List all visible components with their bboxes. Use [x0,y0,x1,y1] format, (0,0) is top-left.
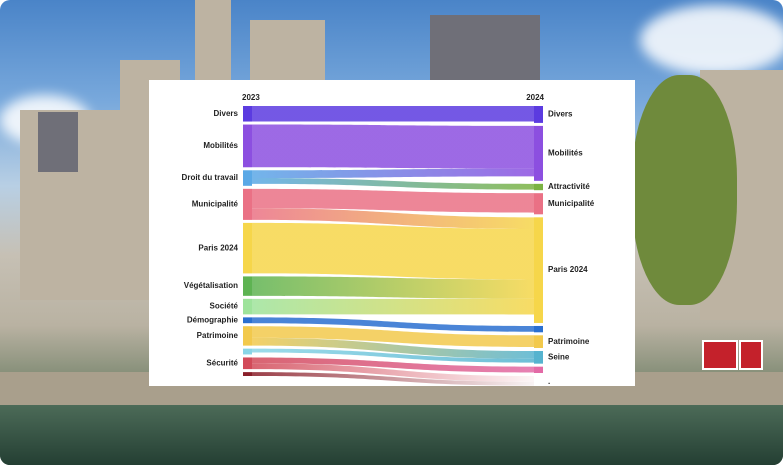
left-node [243,106,252,122]
right-node-label: Municipalité [548,199,595,208]
tree-right [632,75,737,305]
left-node [243,170,252,186]
left-node-label: Mobilités [203,141,238,150]
left-node [243,317,252,324]
right-node [534,217,543,323]
left-node [243,222,252,274]
right-node-label: Seine [548,352,570,361]
sankey-links [252,106,534,386]
sankey-link [252,208,534,229]
right-node-label: . [548,377,550,386]
right-node [534,183,543,191]
right-node-label: Divers [548,110,573,119]
river-water [0,405,783,465]
sankey-nodes [243,106,543,376]
sankey-chart-card: 2023 2024 Divers Mobilités Droit du travail M… [149,80,635,386]
sankey-chart: 2023 2024 Divers Mobilités Droit du travail M… [182,93,595,386]
left-node [243,124,252,168]
right-node-label: Patrimoine [548,337,590,346]
roof-right [430,15,540,85]
left-node-label: Végétalisation [184,281,238,290]
sankey-link [252,178,534,190]
right-node [534,106,543,123]
right-node [534,335,543,348]
sankey-link [252,188,534,213]
building-center [250,20,325,85]
left-node-label: Société [210,302,239,311]
roof-left [38,112,78,172]
sankey-link [252,124,534,169]
left-node-label: Divers [214,109,239,118]
cloud-shape [640,5,783,75]
central-tower [195,0,231,85]
sankey-link [252,372,534,386]
sankey-link [252,348,534,363]
sankey-link [252,222,534,280]
sankey-labels: 2023 2024 Divers Mobilités Droit du travail M… [182,93,595,386]
left-node-label: Patrimoine [197,331,239,340]
left-node [243,326,252,346]
left-node-label: Sécurité [206,358,238,367]
pause-sign-icon [739,340,763,370]
left-node [243,276,252,296]
left-node [243,357,252,370]
sankey-link [252,357,534,373]
sankey-link [252,337,534,359]
arrow-sign-icon [702,340,738,370]
right-node [534,325,543,333]
sankey-link [252,168,534,179]
right-node [534,366,543,373]
sankey-link [252,317,534,332]
column-label-right: 2024 [526,93,544,102]
right-node [534,350,543,364]
sankey-link [252,276,534,299]
left-node-label: Droit du travail [182,173,238,182]
column-label-left: 2023 [242,93,260,102]
left-node [243,372,252,376]
sankey-link [252,326,534,347]
left-node [243,348,252,355]
sankey-link [252,363,534,382]
left-node-label: Paris 2024 [198,243,238,252]
right-node [534,125,543,181]
left-node [243,298,252,315]
right-node-label: Paris 2024 [548,265,588,274]
left-node-label: Démographie [187,315,239,324]
sankey-link [252,298,534,315]
right-node [534,193,543,215]
left-node [243,188,252,220]
sankey-link [252,106,534,122]
left-node-label: Municipalité [192,199,239,208]
right-node-label: Mobilités [548,148,583,157]
right-node-label: Attractivité [548,182,590,191]
